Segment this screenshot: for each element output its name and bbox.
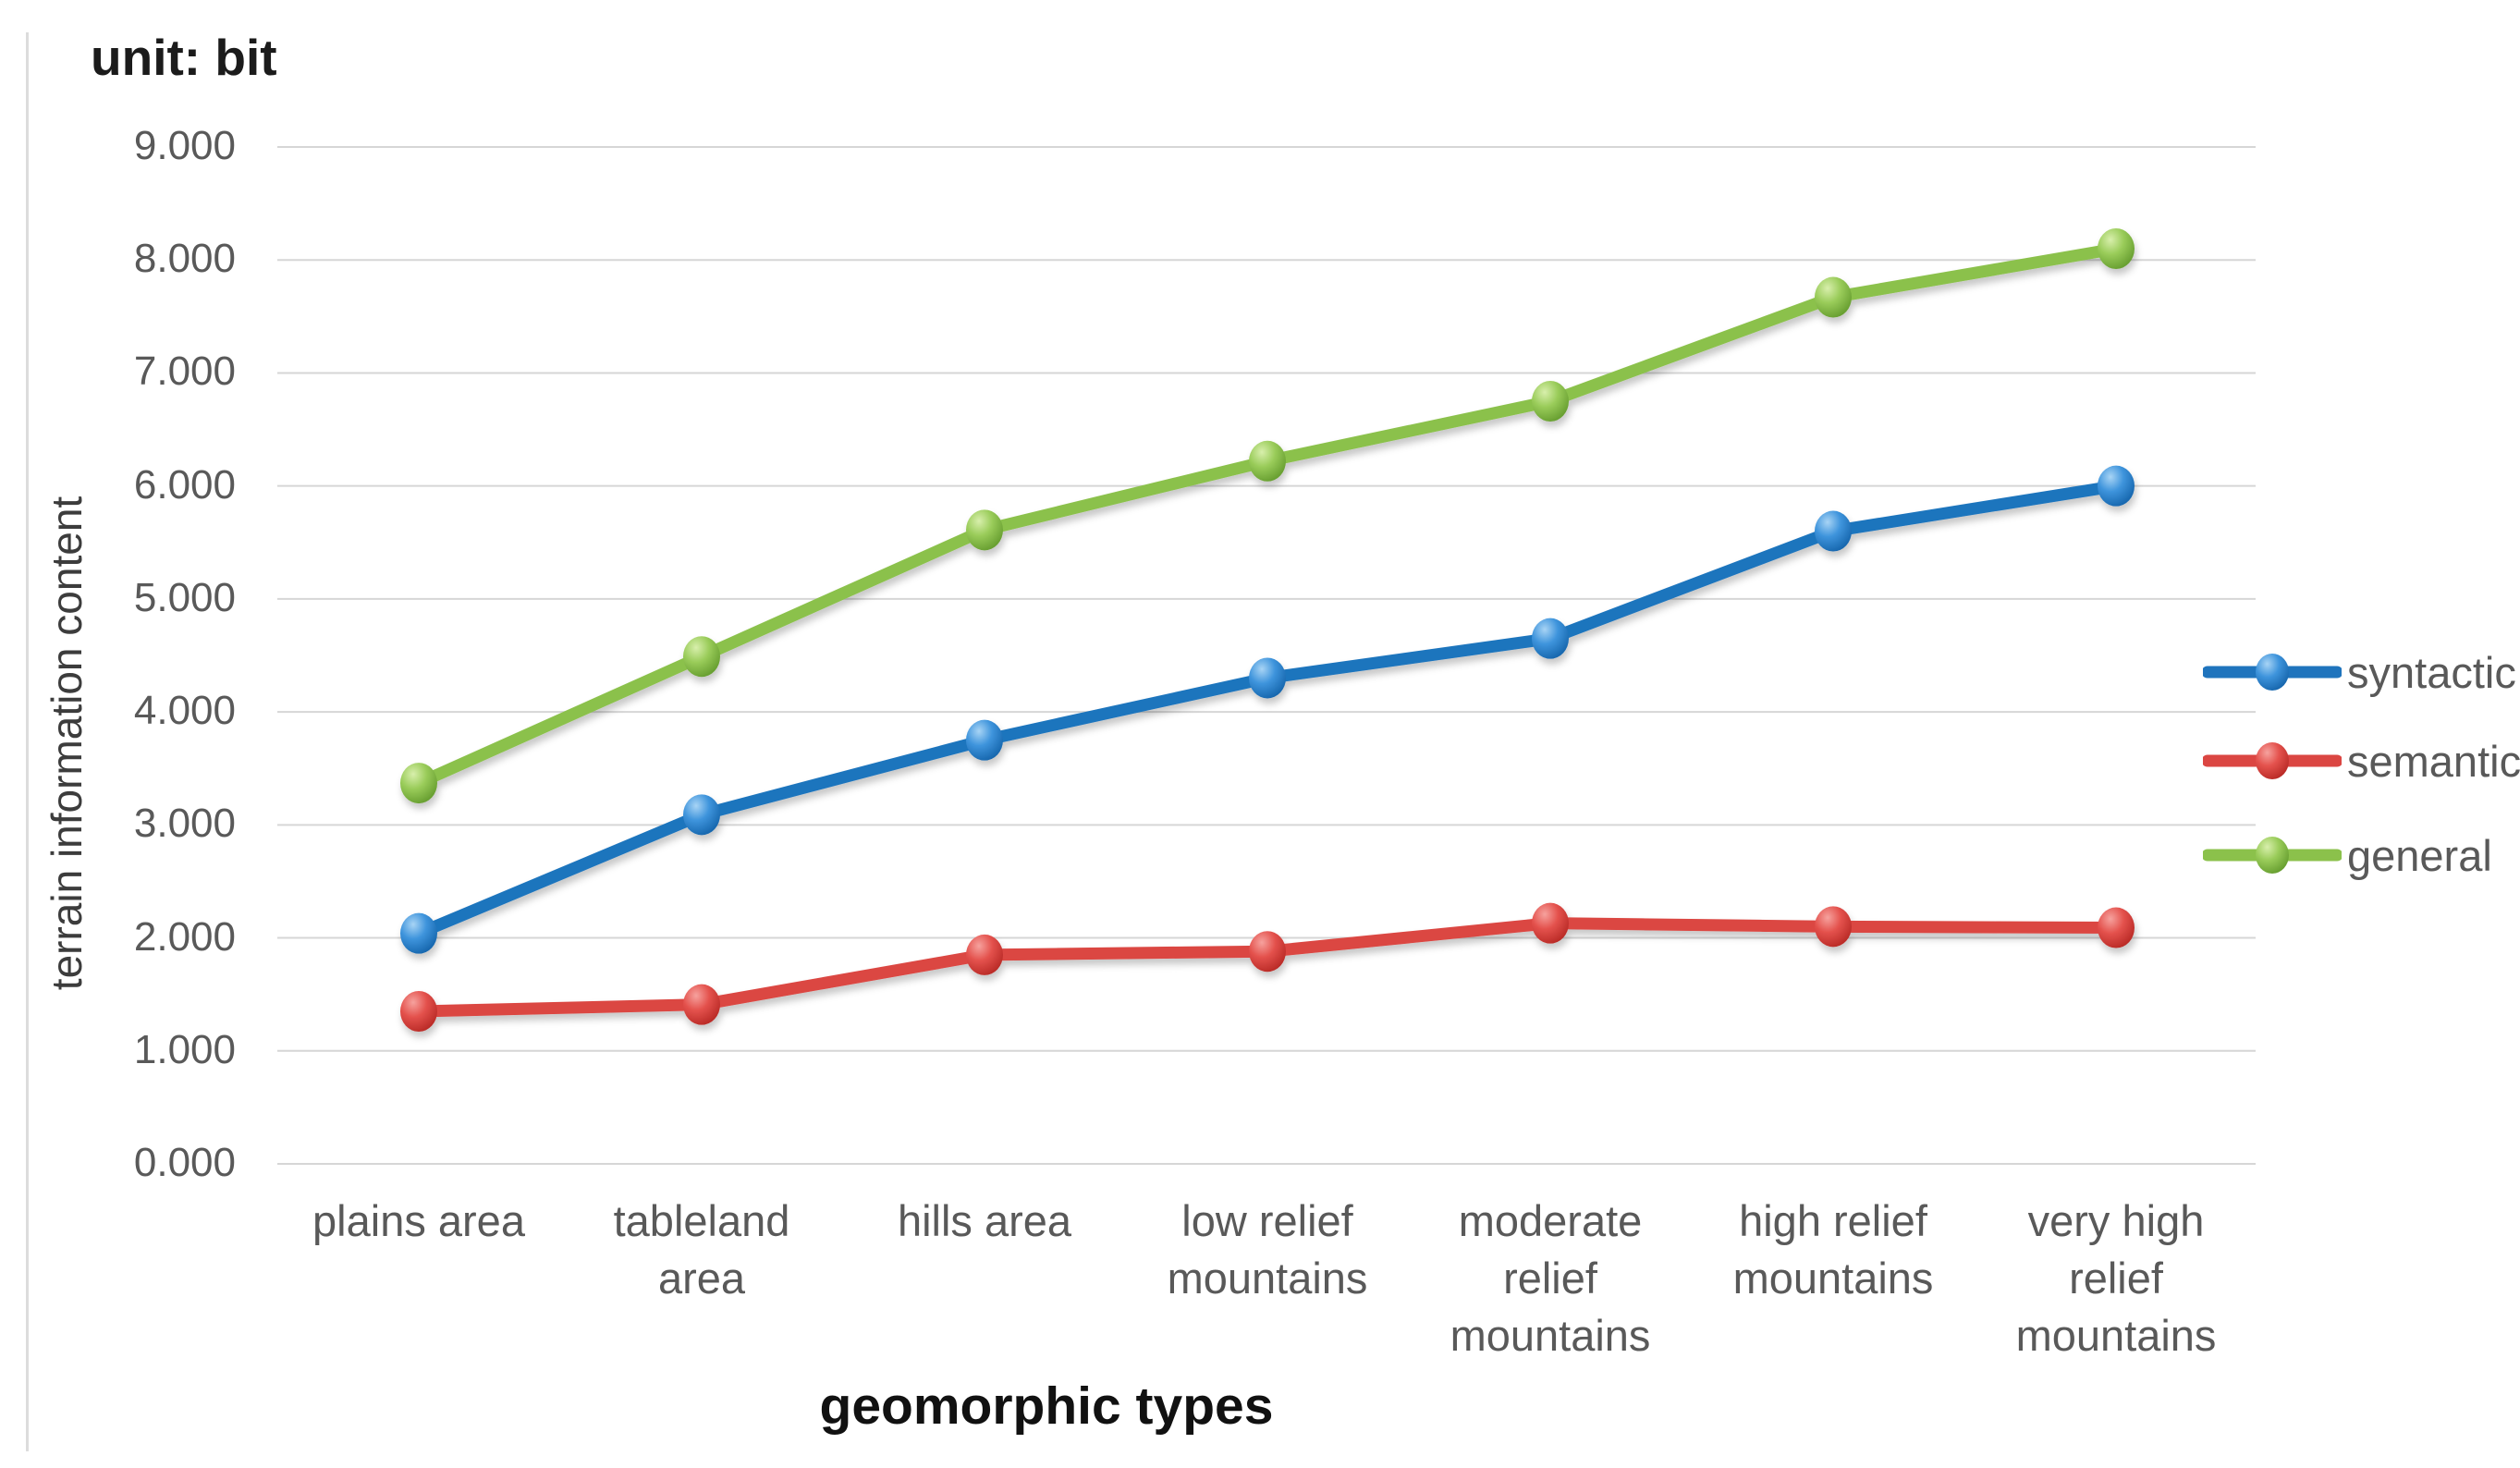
syntactic-line xyxy=(412,480,2122,940)
x-category-label: moderate relief mountains xyxy=(1450,1196,1651,1360)
x-category-label: low relief mountains xyxy=(1167,1196,1368,1303)
semantic-legend-swatch xyxy=(2203,742,2342,779)
syntactic-marker-0 xyxy=(400,912,437,954)
legend-item-syntactic: syntactic xyxy=(2203,642,2516,702)
semantic-marker-4 xyxy=(1532,902,1569,944)
y-tick-label: 0.000 xyxy=(133,1140,236,1185)
syntactic-legend-swatch xyxy=(2203,654,2342,691)
general-line xyxy=(412,242,2122,789)
syntactic-marker-5 xyxy=(1815,510,1852,552)
y-tick-label: 6.000 xyxy=(133,461,236,508)
syntactic-marker-2 xyxy=(966,719,1003,761)
semantic-marker-2 xyxy=(966,934,1003,975)
general-marker-0 xyxy=(400,763,437,804)
legend-label: general xyxy=(2347,830,2492,880)
legend-label: syntactic xyxy=(2347,647,2516,697)
semantic-marker-5 xyxy=(1815,906,1852,948)
syntactic-marker-3 xyxy=(1249,657,1286,699)
x-axis-title: geomorphic types xyxy=(819,1376,1274,1436)
semantic-marker-0 xyxy=(400,991,437,1032)
general-legend-swatch xyxy=(2203,837,2342,874)
general-marker-6 xyxy=(2098,228,2135,269)
semantic-marker-6 xyxy=(2098,907,2135,948)
series-syntactic xyxy=(400,465,2135,954)
general-marker-4 xyxy=(1532,381,1569,422)
general-marker-2 xyxy=(966,509,1003,551)
y-tick-label: 1.000 xyxy=(133,1026,236,1072)
semantic-marker-1 xyxy=(683,984,720,1025)
x-category-label: very high relief mountains xyxy=(2015,1196,2217,1360)
semantic-marker-3 xyxy=(1249,931,1286,973)
legend-item-semantic: semantic xyxy=(2203,731,2520,790)
y-tick-label: 2.000 xyxy=(133,913,236,960)
y-tick-label: 3.000 xyxy=(133,801,236,847)
x-category-label: plains area xyxy=(312,1196,525,1245)
chart-left-border xyxy=(26,32,29,1451)
series-general xyxy=(400,228,2135,804)
syntactic-marker-4 xyxy=(1532,618,1569,659)
unit-label: unit: bit xyxy=(91,29,277,86)
legend-label: semantic xyxy=(2347,736,2520,786)
x-category-label: tableland area xyxy=(613,1196,790,1303)
general-marker-1 xyxy=(683,636,720,678)
y-tick-label: 8.000 xyxy=(133,236,236,282)
general-marker-3 xyxy=(1249,440,1286,482)
syntactic-marker-6 xyxy=(2098,465,2135,507)
x-category-label: high relief mountains xyxy=(1732,1196,1934,1303)
series-semantic xyxy=(400,902,2135,1032)
legend-item-general: general xyxy=(2203,826,2492,885)
y-tick-label: 9.000 xyxy=(133,123,236,168)
gridlines xyxy=(277,146,2256,1165)
x-category-label: hills area xyxy=(897,1196,1072,1245)
general-marker-5 xyxy=(1815,276,1852,318)
syntactic-marker-1 xyxy=(683,794,720,836)
y-tick-label: 4.000 xyxy=(133,688,236,734)
y-tick-label: 7.000 xyxy=(133,349,236,395)
y-tick-label: 5.000 xyxy=(133,574,236,620)
